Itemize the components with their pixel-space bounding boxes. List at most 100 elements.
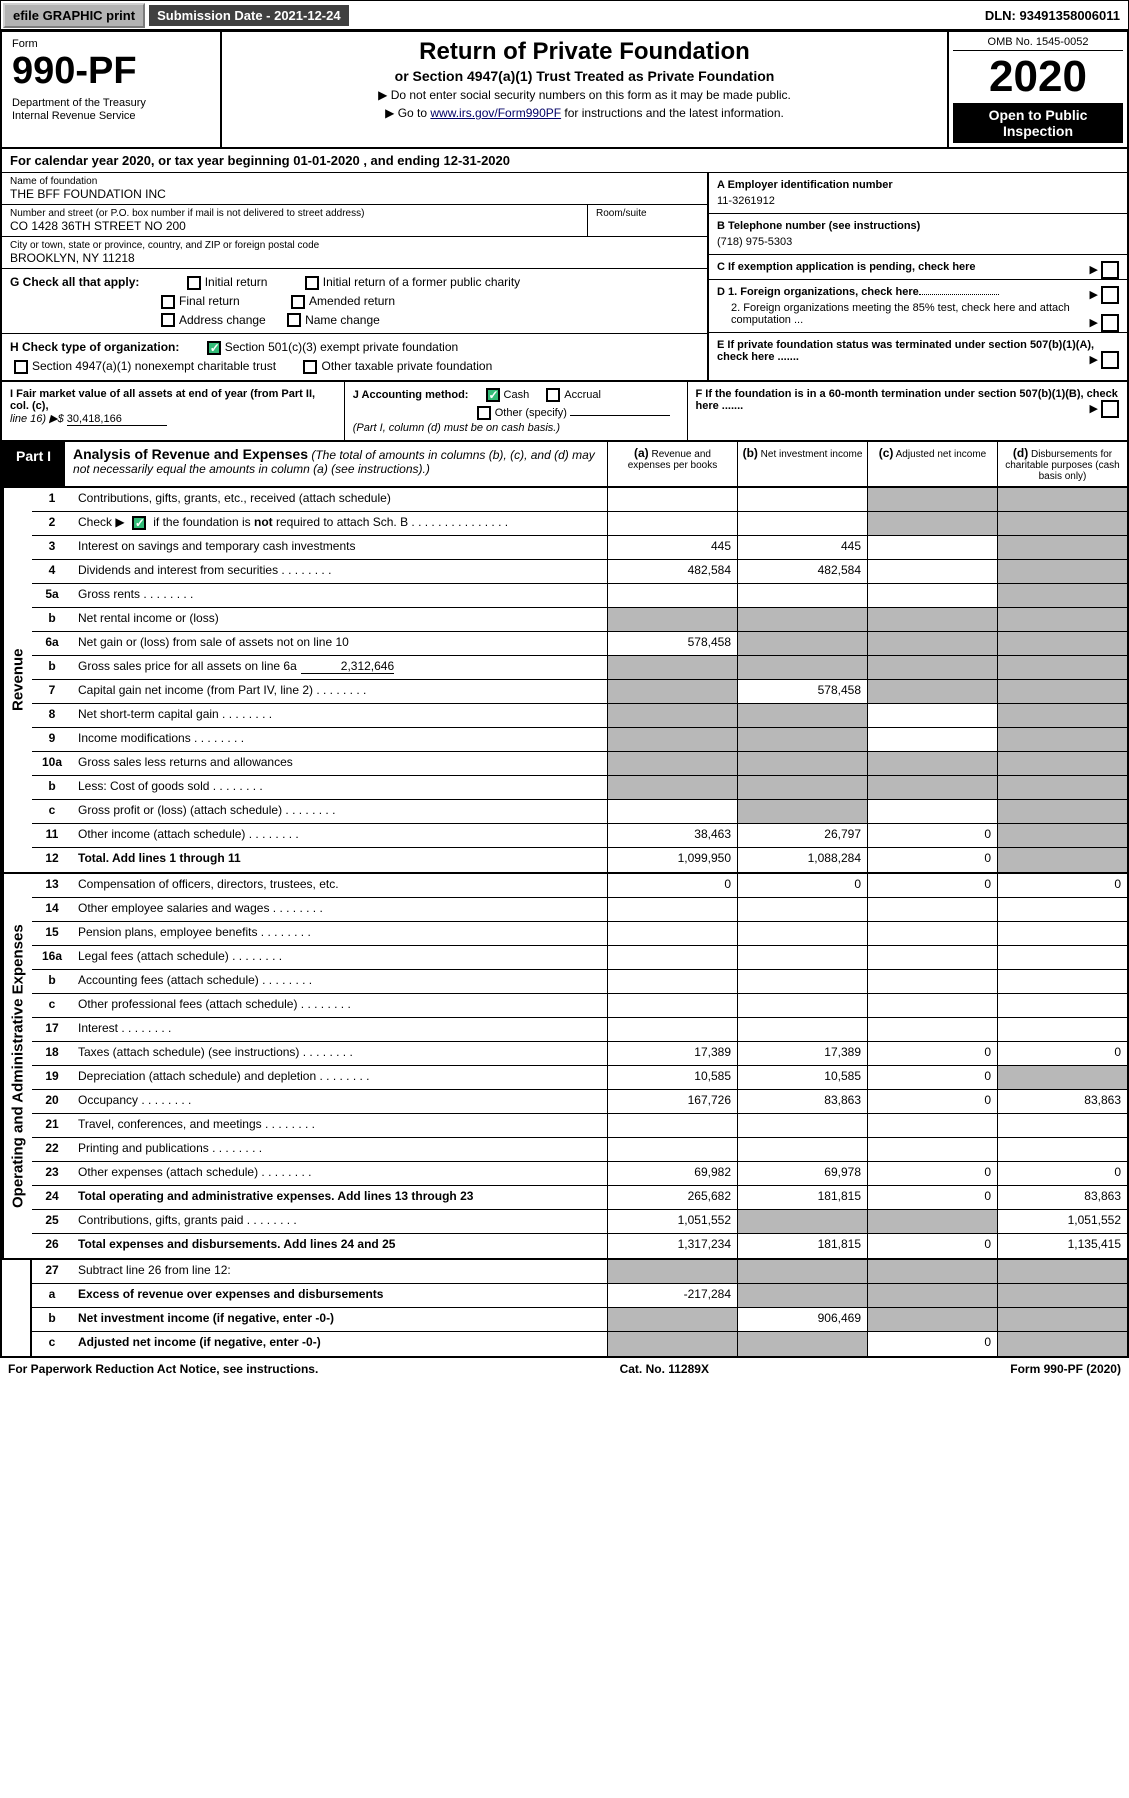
value-cell (997, 632, 1127, 655)
cash-cb[interactable] (486, 388, 500, 402)
value-cell: 17,389 (607, 1042, 737, 1065)
revenue-side-label: Revenue (2, 488, 32, 872)
efile-button[interactable]: efile GRAPHIC print (3, 3, 145, 28)
value-cell: 1,088,284 (737, 848, 867, 872)
line-number: 20 (32, 1090, 72, 1113)
line-desc: Compensation of officers, directors, tru… (72, 874, 607, 897)
table-row: 16aLegal fees (attach schedule) . . . . … (32, 946, 1127, 970)
dept-label: Department of the TreasuryInternal Reven… (12, 97, 210, 123)
line-number: 25 (32, 1210, 72, 1233)
page-footer: For Paperwork Reduction Act Notice, see … (0, 1358, 1129, 1380)
table-row: cOther professional fees (attach schedul… (32, 994, 1127, 1018)
value-cell: 83,863 (737, 1090, 867, 1113)
value-cell: 0 (867, 1066, 997, 1089)
table-row: 1Contributions, gifts, grants, etc., rec… (32, 488, 1127, 512)
amended-cb[interactable] (291, 295, 305, 309)
value-cell (737, 632, 867, 655)
line-desc: Other expenses (attach schedule) . . . .… (72, 1162, 607, 1185)
value-cell (607, 704, 737, 727)
table-row: 10aGross sales less returns and allowanc… (32, 752, 1127, 776)
final-return-cb[interactable] (161, 295, 175, 309)
other-method-cb[interactable] (477, 406, 491, 420)
501c3-cb[interactable] (207, 341, 221, 355)
value-cell (737, 656, 867, 679)
value-cell (997, 752, 1127, 775)
line-desc: Net investment income (if negative, ente… (72, 1308, 607, 1331)
line-number: 7 (32, 680, 72, 703)
accrual-cb[interactable] (546, 388, 560, 402)
addr-value: CO 1428 36TH STREET NO 200 (10, 219, 579, 233)
value-cell (867, 1284, 997, 1307)
value-cell (737, 1114, 867, 1137)
ein-cell: A Employer identification number 11-3261… (709, 173, 1127, 214)
col-c-head: (c) Adjusted net income (867, 442, 997, 486)
value-cell (867, 752, 997, 775)
value-cell (997, 970, 1127, 993)
value-cell: 10,585 (737, 1066, 867, 1089)
box-i: I Fair market value of all assets at end… (2, 382, 345, 440)
initial-former-cb[interactable] (305, 276, 319, 290)
value-cell (997, 488, 1127, 511)
box-d1-cb[interactable] (1101, 286, 1119, 304)
expenses-side-label: Operating and Administrative Expenses (2, 874, 32, 1258)
box-c-cb[interactable] (1101, 261, 1119, 279)
value-cell: 83,863 (997, 1090, 1127, 1113)
value-cell: 0 (867, 1162, 997, 1185)
value-cell (737, 970, 867, 993)
opt-4947: Section 4947(a)(1) nonexempt charitable … (32, 359, 276, 373)
value-cell (997, 512, 1127, 535)
foundation-name: THE BFF FOUNDATION INC (10, 187, 699, 201)
line-desc: Taxes (attach schedule) (see instruction… (72, 1042, 607, 1065)
box-f-cb[interactable] (1101, 400, 1119, 418)
value-cell: 1,099,950 (607, 848, 737, 872)
table-row: 8Net short-term capital gain . . . . . .… (32, 704, 1127, 728)
line-number: 1 (32, 488, 72, 511)
value-cell: 0 (867, 1332, 997, 1356)
4947-cb[interactable] (14, 360, 28, 374)
line-desc: Contributions, gifts, grants, etc., rece… (72, 488, 607, 511)
box-e-cb[interactable] (1101, 351, 1119, 369)
value-cell (737, 1284, 867, 1307)
table-row: 12Total. Add lines 1 through 111,099,950… (32, 848, 1127, 872)
value-cell (867, 488, 997, 511)
addr-change-cb[interactable] (161, 313, 175, 327)
line-number: b (32, 1308, 72, 1331)
value-cell (867, 1138, 997, 1161)
bottom-section: I Fair market value of all assets at end… (0, 382, 1129, 442)
value-cell (607, 1114, 737, 1137)
value-cell (607, 488, 737, 511)
value-cell (997, 656, 1127, 679)
value-cell (607, 728, 737, 751)
value-cell: 578,458 (737, 680, 867, 703)
line-desc: Gross sales less returns and allowances (72, 752, 607, 775)
line-desc: Dividends and interest from securities .… (72, 560, 607, 583)
line-desc: Interest on savings and temporary cash i… (72, 536, 607, 559)
value-cell (607, 1138, 737, 1161)
city-value: BROOKLYN, NY 11218 (10, 251, 699, 265)
value-cell: 181,815 (737, 1234, 867, 1258)
line-desc: Income modifications . . . . . . . . (72, 728, 607, 751)
box-j-note: (Part I, column (d) must be on cash basi… (353, 422, 560, 434)
table-row: 3Interest on savings and temporary cash … (32, 536, 1127, 560)
irs-link[interactable]: www.irs.gov/Form990PF (430, 106, 561, 120)
value-cell (867, 608, 997, 631)
box-d2-cb[interactable] (1101, 314, 1119, 332)
box-h-label: H Check type of organization: (10, 340, 179, 354)
box-h: H Check type of organization: Section 50… (2, 334, 707, 380)
line27-spacer (2, 1260, 32, 1356)
value-cell: 482,584 (737, 560, 867, 583)
expenses-rows: 13Compensation of officers, directors, t… (32, 874, 1127, 1258)
line-desc: Less: Cost of goods sold . . . . . . . . (72, 776, 607, 799)
address-row: Number and street (or P.O. box number if… (2, 205, 707, 237)
footer-left: For Paperwork Reduction Act Notice, see … (8, 1362, 318, 1376)
value-cell (867, 922, 997, 945)
other-tax-cb[interactable] (303, 360, 317, 374)
opt-amended: Amended return (309, 294, 395, 308)
line-number: 4 (32, 560, 72, 583)
line-number: 5a (32, 584, 72, 607)
value-cell (607, 994, 737, 1017)
table-row: 21Travel, conferences, and meetings . . … (32, 1114, 1127, 1138)
value-cell (867, 1308, 997, 1331)
name-change-cb[interactable] (287, 313, 301, 327)
initial-return-cb[interactable] (187, 276, 201, 290)
